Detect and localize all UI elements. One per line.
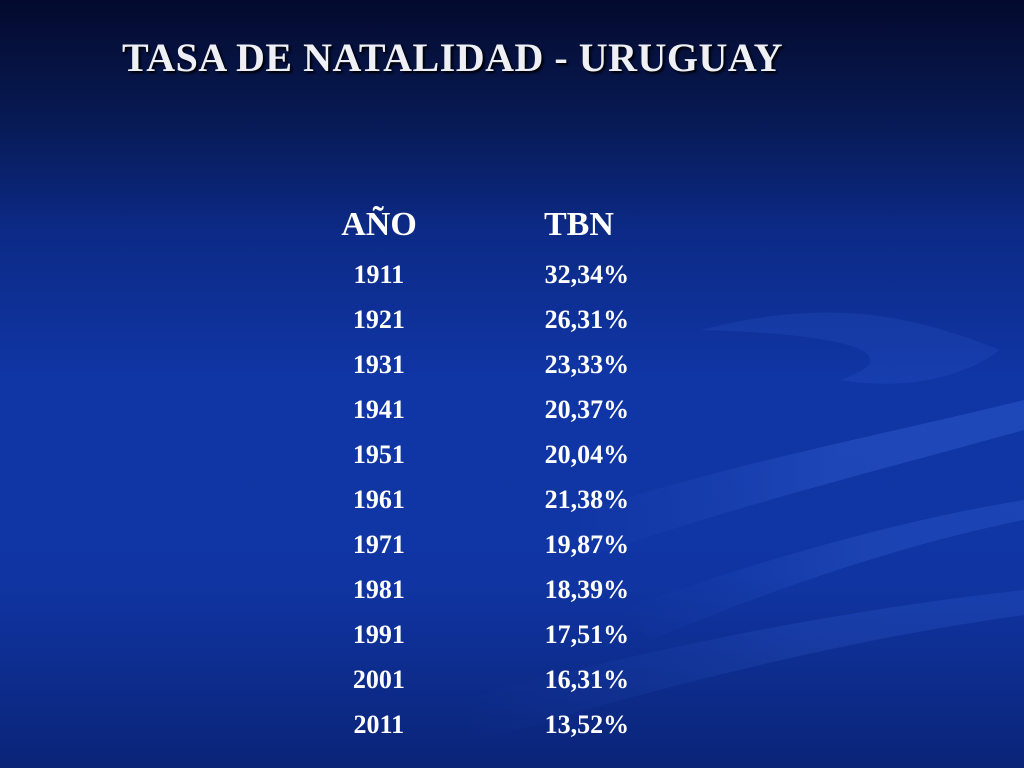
table-row: 1971 19,87% [340, 522, 700, 567]
tbn-cell: 20,04% [544, 439, 630, 469]
year-cell: 2011 [353, 709, 405, 739]
tbn-cell: 32,34% [544, 259, 630, 289]
table-row: 1921 26,31% [340, 297, 700, 342]
table-row: 1951 20,04% [340, 432, 700, 477]
tbn-cell: 23,33% [544, 349, 630, 379]
year-cell: 1931 [352, 349, 405, 379]
tbn-cell: 21,38% [544, 484, 630, 514]
year-cell: 1951 [352, 439, 405, 469]
table-row: 1931 23,33% [340, 342, 700, 387]
tbn-cell: 20,37% [544, 394, 630, 424]
year-cell: 1921 [352, 304, 405, 334]
table-row: 1991 17,51% [340, 612, 700, 657]
table-row: 1981 18,39% [340, 567, 700, 612]
tbn-cell: 19,87% [544, 529, 630, 559]
tbn-cell: 18,39% [544, 574, 630, 604]
tbn-cell: 13,52% [544, 709, 630, 739]
header-year: AÑO [341, 206, 417, 243]
year-cell: 1941 [352, 394, 405, 424]
tbn-cell: 26,31% [544, 304, 630, 334]
slide-title: TASA DE NATALIDAD - URUGUAY [122, 35, 783, 80]
table-row: 2001 16,31% [340, 657, 700, 702]
header-tbn: TBN [544, 206, 614, 243]
table-row: 1961 21,38% [340, 477, 700, 522]
tbn-cell: 17,51% [544, 619, 630, 649]
year-cell: 1971 [352, 529, 405, 559]
year-cell: 1981 [352, 574, 405, 604]
year-cell: 2001 [352, 664, 405, 694]
table-row: 1941 20,37% [340, 387, 700, 432]
table-row: 1911 32,34% [340, 252, 700, 297]
birth-rate-table: AÑO TBN 1911 32,34% 1921 26,31% 1931 23,… [340, 200, 700, 747]
year-cell: 1961 [352, 484, 405, 514]
year-cell: 1991 [352, 619, 405, 649]
table-header: AÑO TBN [340, 200, 700, 250]
tbn-cell: 16,31% [544, 664, 630, 694]
year-cell: 1911 [353, 259, 405, 289]
table-row: 2011 13,52% [340, 702, 700, 747]
table-body: 1911 32,34% 1921 26,31% 1931 23,33% 1941… [340, 252, 700, 747]
